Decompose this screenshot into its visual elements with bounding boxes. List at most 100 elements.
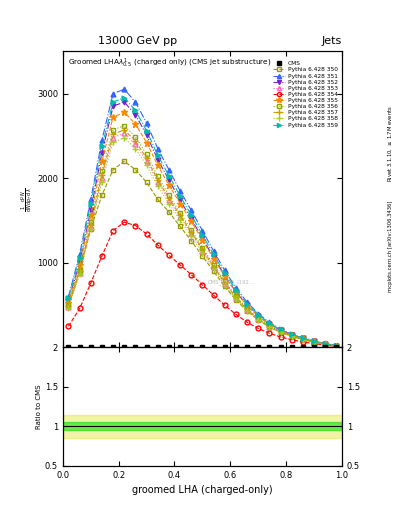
Pythia 6.428 352 xyxy=(111,103,116,109)
Pythia 6.428 351 xyxy=(189,207,194,214)
Pythia 6.428 352 xyxy=(178,197,182,203)
Pythia 6.428 355 xyxy=(122,109,127,115)
Pythia 6.428 351 xyxy=(122,86,127,92)
Pythia 6.428 357 xyxy=(133,138,138,144)
Pythia 6.428 355 xyxy=(111,114,116,120)
Pythia 6.428 357 xyxy=(122,127,127,133)
Pythia 6.428 353 xyxy=(256,316,261,323)
Pythia 6.428 359 xyxy=(133,108,138,114)
Pythia 6.428 358 xyxy=(155,183,160,189)
Pythia 6.428 359 xyxy=(256,311,261,317)
Pythia 6.428 351 xyxy=(88,196,93,202)
Pythia 6.428 351 xyxy=(200,227,205,233)
Pythia 6.428 353 xyxy=(200,247,205,253)
Pythia 6.428 355 xyxy=(222,273,227,280)
Pythia 6.428 355 xyxy=(155,162,160,168)
Pythia 6.428 352 xyxy=(99,150,104,156)
CMS xyxy=(301,345,305,351)
Pythia 6.428 354 xyxy=(289,337,294,343)
Pythia 6.428 351 xyxy=(312,338,316,344)
Pythia 6.428 350 xyxy=(99,192,104,198)
Pythia 6.428 351 xyxy=(66,293,71,300)
Pythia 6.428 358 xyxy=(200,250,205,256)
Pythia 6.428 351 xyxy=(167,166,171,173)
Pythia 6.428 358 xyxy=(267,324,272,330)
Pythia 6.428 354 xyxy=(301,339,305,345)
Pythia 6.428 358 xyxy=(122,135,127,141)
Text: Jets: Jets xyxy=(321,36,342,46)
Pythia 6.428 354 xyxy=(155,242,160,248)
Pythia 6.428 355 xyxy=(178,201,182,207)
Pythia 6.428 354 xyxy=(211,292,216,298)
Pythia 6.428 354 xyxy=(278,334,283,340)
Pythia 6.428 354 xyxy=(222,302,227,308)
Pythia 6.428 353 xyxy=(278,329,283,335)
Pythia 6.428 355 xyxy=(133,121,138,127)
Y-axis label: Ratio to CMS: Ratio to CMS xyxy=(36,385,42,429)
Pythia 6.428 350 xyxy=(323,341,327,347)
CMS xyxy=(312,345,316,351)
Pythia 6.428 356 xyxy=(99,168,104,175)
Pythia 6.428 352 xyxy=(66,298,71,304)
Pythia 6.428 356 xyxy=(111,127,116,133)
Pythia 6.428 350 xyxy=(122,158,127,164)
Pythia 6.428 352 xyxy=(233,289,238,295)
Pythia 6.428 359 xyxy=(323,340,327,347)
Pythia 6.428 359 xyxy=(334,343,339,349)
Pythia 6.428 350 xyxy=(111,166,116,173)
Pythia 6.428 356 xyxy=(334,343,339,349)
CMS xyxy=(200,345,205,351)
Pythia 6.428 352 xyxy=(88,207,93,214)
Pythia 6.428 356 xyxy=(289,333,294,339)
Pythia 6.428 350 xyxy=(189,238,194,244)
Text: 13000 GeV pp: 13000 GeV pp xyxy=(98,36,177,46)
Pythia 6.428 350 xyxy=(301,336,305,343)
Pythia 6.428 351 xyxy=(111,91,116,97)
Pythia 6.428 359 xyxy=(155,152,160,158)
Pythia 6.428 356 xyxy=(133,134,138,140)
Pythia 6.428 356 xyxy=(144,152,149,158)
Pythia 6.428 359 xyxy=(200,232,205,238)
Pythia 6.428 357 xyxy=(267,324,272,330)
Pythia 6.428 358 xyxy=(133,145,138,152)
Pythia 6.428 358 xyxy=(245,308,250,314)
Pythia 6.428 355 xyxy=(267,321,272,327)
Pythia 6.428 359 xyxy=(167,173,171,179)
Pythia 6.428 355 xyxy=(312,338,316,345)
Pythia 6.428 354 xyxy=(144,231,149,237)
Pythia 6.428 356 xyxy=(278,329,283,335)
Pythia 6.428 354 xyxy=(200,282,205,288)
CMS xyxy=(167,345,171,351)
Pythia 6.428 353 xyxy=(211,264,216,270)
Pythia 6.428 352 xyxy=(301,335,305,342)
Pythia 6.428 358 xyxy=(189,233,194,239)
Pythia 6.428 357 xyxy=(245,306,250,312)
Line: Pythia 6.428 352: Pythia 6.428 352 xyxy=(66,99,339,348)
Pythia 6.428 357 xyxy=(77,268,82,274)
Pythia 6.428 355 xyxy=(278,327,283,333)
Pythia 6.428 352 xyxy=(334,343,339,349)
Line: Pythia 6.428 356: Pythia 6.428 356 xyxy=(66,123,339,348)
Pythia 6.428 351 xyxy=(77,251,82,258)
Pythia 6.428 357 xyxy=(144,155,149,161)
CMS xyxy=(111,345,116,351)
Pythia 6.428 353 xyxy=(267,324,272,330)
Pythia 6.428 358 xyxy=(312,339,316,345)
Pythia 6.428 350 xyxy=(267,324,272,330)
Pythia 6.428 355 xyxy=(233,289,238,295)
Text: mcplots.cern.ch [arXiv:1306.3436]: mcplots.cern.ch [arXiv:1306.3436] xyxy=(388,200,393,291)
Pythia 6.428 357 xyxy=(178,212,182,219)
Pythia 6.428 352 xyxy=(267,321,272,327)
Pythia 6.428 352 xyxy=(189,216,194,222)
Pythia 6.428 355 xyxy=(144,140,149,146)
Pythia 6.428 357 xyxy=(99,172,104,178)
Pythia 6.428 352 xyxy=(144,132,149,138)
Legend: CMS, Pythia 6.428 350, Pythia 6.428 351, Pythia 6.428 352, Pythia 6.428 353, Pyt: CMS, Pythia 6.428 350, Pythia 6.428 351,… xyxy=(272,60,339,129)
CMS xyxy=(289,345,294,351)
Pythia 6.428 357 xyxy=(111,131,116,137)
Pythia 6.428 359 xyxy=(312,338,316,344)
CMS xyxy=(233,345,238,351)
Pythia 6.428 352 xyxy=(167,177,171,183)
Pythia 6.428 354 xyxy=(133,223,138,229)
Pythia 6.428 355 xyxy=(256,313,261,319)
